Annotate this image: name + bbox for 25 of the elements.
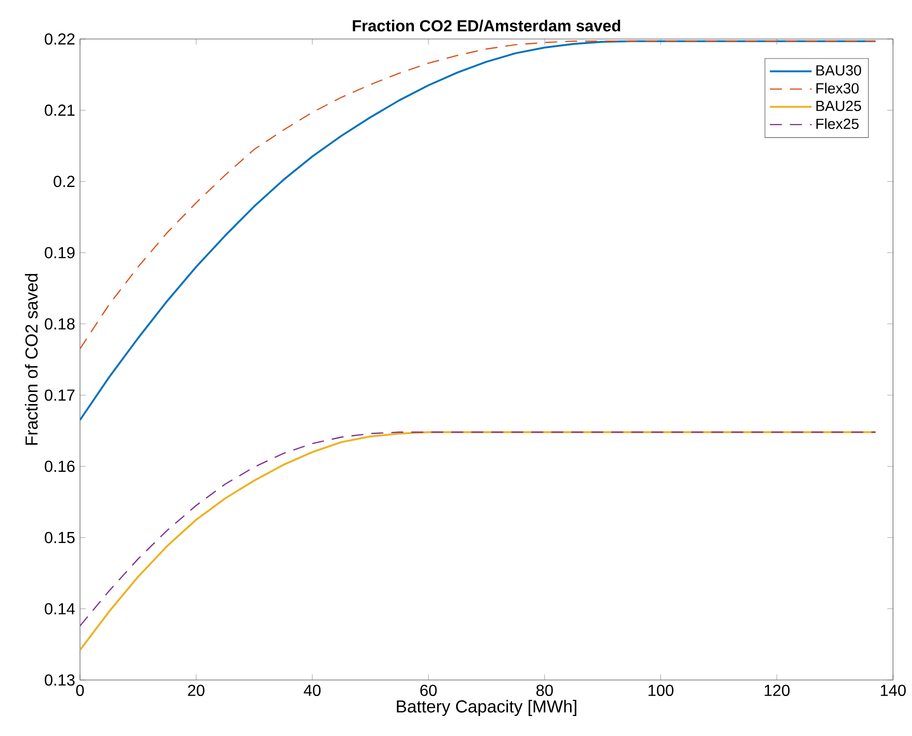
y-tick-label: 0.15 bbox=[44, 532, 75, 544]
x-tick-label: 80 bbox=[536, 684, 553, 696]
y-tick-label: 0.22 bbox=[44, 33, 74, 45]
x-tick-label: 100 bbox=[648, 684, 674, 696]
legend-label: Flex25 bbox=[816, 118, 859, 130]
y-tick-label: 0.17 bbox=[44, 389, 74, 401]
x-tick-label: 0 bbox=[76, 684, 84, 696]
x-tick-label: 140 bbox=[880, 684, 906, 696]
y-tick-label: 0.14 bbox=[44, 603, 75, 614]
y-tick-label: 0.21 bbox=[44, 104, 75, 116]
x-tick-label: 120 bbox=[764, 684, 790, 696]
y-axis-title: Fraction of CO2 saved bbox=[24, 274, 38, 445]
y-tick-label: 0.19 bbox=[44, 247, 75, 258]
legend-label: BAU30 bbox=[816, 65, 862, 76]
y-tick-label: 0.2 bbox=[54, 176, 74, 188]
x-tick-label: 60 bbox=[420, 684, 437, 696]
legend-label: BAU25 bbox=[816, 100, 862, 112]
y-tick-label: 0.16 bbox=[44, 460, 75, 472]
legend-label: Flex30 bbox=[816, 82, 859, 94]
y-tick-label: 0.18 bbox=[44, 318, 75, 330]
chart-title: Fraction CO2 ED/Amsterdam saved bbox=[352, 20, 620, 32]
x-tick-label: 40 bbox=[304, 684, 321, 696]
x-axis-title: Battery Capacity [MWh] bbox=[396, 700, 576, 716]
y-tick-label: 0.13 bbox=[44, 674, 75, 686]
x-tick-label: 20 bbox=[188, 684, 204, 696]
